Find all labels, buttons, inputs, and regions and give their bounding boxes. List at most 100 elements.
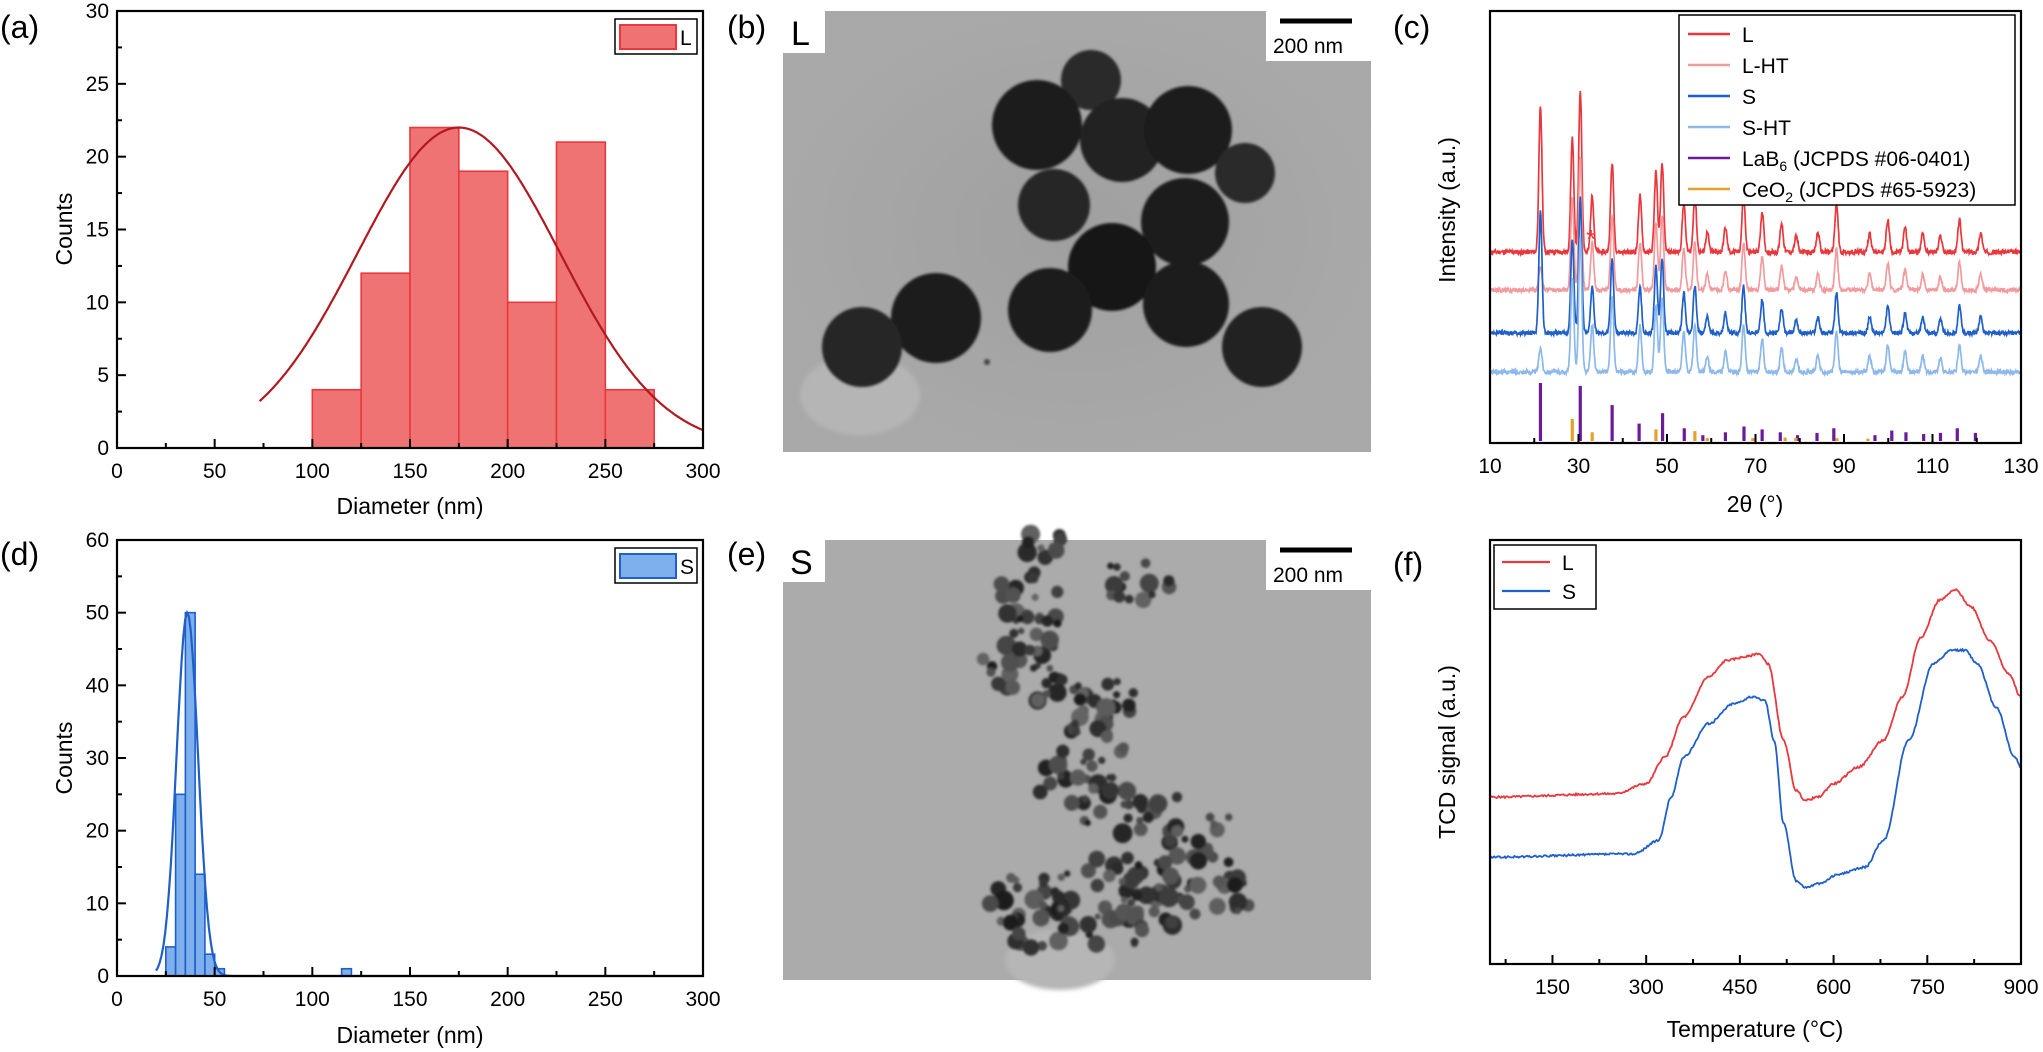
nanoparticle bbox=[1046, 664, 1054, 672]
nanoparticle bbox=[1118, 878, 1127, 886]
nanoparticle bbox=[1189, 852, 1208, 870]
y-tick-label: 10 bbox=[86, 291, 109, 314]
nanoparticle bbox=[1108, 773, 1117, 782]
histogram-bar bbox=[194, 873, 206, 977]
x-tick-label: 150 bbox=[1535, 976, 1570, 999]
nanoparticle bbox=[1100, 730, 1114, 743]
nanoparticle bbox=[1074, 682, 1082, 690]
histogram-d: 0 50 100 150 200 250 300 0 10 20 30 40 50 60 Diameter… bbox=[51, 529, 721, 1048]
nanoparticle bbox=[1133, 822, 1148, 837]
nanoparticle bbox=[1212, 875, 1226, 889]
legend-swatch-s bbox=[619, 553, 677, 579]
nanoparticle bbox=[1079, 916, 1097, 934]
nanoparticle bbox=[994, 890, 1014, 911]
nanoparticle bbox=[1094, 913, 1101, 920]
x-tick-label: 750 bbox=[1910, 976, 1945, 999]
nanoparticle bbox=[1000, 653, 1020, 672]
x-tick-label: 0 bbox=[111, 988, 123, 1011]
nanoparticle bbox=[1090, 878, 1105, 893]
x-tick-label: 100 bbox=[295, 460, 330, 483]
nanoparticle bbox=[1158, 855, 1173, 870]
x-axis-label: Diameter (nm) bbox=[337, 1022, 484, 1048]
legend-label: S-HT bbox=[1742, 117, 1791, 140]
annotation-asterisk: * bbox=[1586, 224, 1596, 254]
panel-label-e: (e) bbox=[727, 536, 766, 572]
x-tick-label: 300 bbox=[1629, 976, 1664, 999]
x-tick-label: 10 bbox=[1478, 455, 1501, 478]
y-tick-label: 40 bbox=[86, 674, 109, 697]
y-tick-label: 30 bbox=[86, 747, 109, 770]
histogram-bar bbox=[458, 170, 509, 449]
nanoparticle bbox=[1139, 573, 1159, 593]
x-tick-label: 150 bbox=[392, 460, 427, 483]
legend-label: S bbox=[1742, 86, 1756, 109]
nanoparticle bbox=[1164, 835, 1177, 847]
x-tick-label: 50 bbox=[203, 988, 226, 1011]
xrd-line-s-ht bbox=[1489, 236, 2022, 378]
x-tick-label: 250 bbox=[588, 988, 623, 1011]
nanoparticle bbox=[1148, 794, 1168, 814]
y-tick-label: 50 bbox=[86, 602, 109, 625]
nanoparticle bbox=[1084, 819, 1091, 827]
y-tick-label: 60 bbox=[86, 529, 109, 552]
panel-label-f: (f) bbox=[1393, 546, 1423, 582]
image-corner-label: S bbox=[790, 544, 813, 582]
nanoparticle bbox=[1042, 690, 1051, 698]
nanoparticle bbox=[1135, 591, 1152, 609]
nanoparticle bbox=[1121, 851, 1134, 865]
nanoparticle bbox=[1113, 590, 1126, 603]
x-tick-label: 0 bbox=[111, 460, 123, 483]
scale-bar-label: 200 nm bbox=[1273, 564, 1343, 587]
nanoparticle bbox=[1120, 896, 1128, 904]
nanoparticle bbox=[1234, 907, 1242, 915]
nanoparticle bbox=[1002, 914, 1019, 931]
nanoparticle bbox=[1048, 683, 1067, 702]
nanoparticle bbox=[1136, 817, 1144, 824]
legend-label: S bbox=[1562, 581, 1576, 604]
nanoparticle bbox=[1021, 536, 1035, 549]
nanoparticle bbox=[1040, 630, 1059, 650]
histogram-bar bbox=[311, 388, 362, 449]
nanoparticle bbox=[1205, 812, 1215, 822]
nanoparticle-aggregate-s bbox=[976, 524, 1255, 956]
nanoparticle bbox=[1130, 937, 1139, 946]
nanoparticle bbox=[1005, 680, 1021, 695]
nanoparticle bbox=[1080, 758, 1087, 765]
nanoparticle bbox=[1103, 869, 1116, 883]
nanoparticle bbox=[1039, 878, 1048, 888]
gaussian-fit-line bbox=[155, 609, 703, 978]
nanoparticle bbox=[1210, 820, 1218, 829]
nanoparticle bbox=[1037, 544, 1045, 552]
nanoparticle bbox=[1119, 571, 1130, 582]
nanoparticle bbox=[1069, 769, 1087, 786]
x-tick-label: 600 bbox=[1816, 976, 1851, 999]
nanoparticle bbox=[1056, 744, 1070, 758]
nanoparticle bbox=[1104, 576, 1124, 595]
nanoparticle bbox=[1148, 906, 1160, 918]
x-axis-label: 2θ (°) bbox=[1727, 491, 1784, 517]
nanoparticle bbox=[1030, 664, 1038, 672]
nanoparticle bbox=[1088, 850, 1106, 868]
histogram-bar bbox=[506, 301, 558, 449]
nanoparticle bbox=[1122, 698, 1136, 713]
x-axis-label: Diameter (nm) bbox=[337, 493, 484, 519]
nanoparticle bbox=[1012, 926, 1026, 941]
nanoparticle bbox=[1038, 901, 1047, 909]
x-tick-label: 450 bbox=[1722, 976, 1757, 999]
scale-bar-label: 200 nm bbox=[1273, 35, 1343, 58]
nanoparticle bbox=[1049, 931, 1068, 951]
nanoparticle bbox=[1057, 873, 1066, 881]
nanoparticle bbox=[1037, 941, 1047, 951]
nanoparticle bbox=[1032, 784, 1048, 800]
nanoparticle bbox=[1113, 691, 1121, 699]
nanoparticle bbox=[1131, 890, 1143, 901]
nanoparticle bbox=[1051, 585, 1064, 599]
nanoparticle bbox=[1124, 594, 1134, 604]
histogram-bar bbox=[360, 272, 411, 449]
nanoparticle bbox=[1041, 615, 1054, 627]
nanoparticle bbox=[1123, 813, 1133, 823]
xrd-line-l-ht bbox=[1489, 156, 2022, 296]
nanoparticle bbox=[1043, 776, 1058, 791]
x-tick-label: 900 bbox=[2003, 976, 2038, 999]
nanoparticle bbox=[1017, 542, 1037, 563]
